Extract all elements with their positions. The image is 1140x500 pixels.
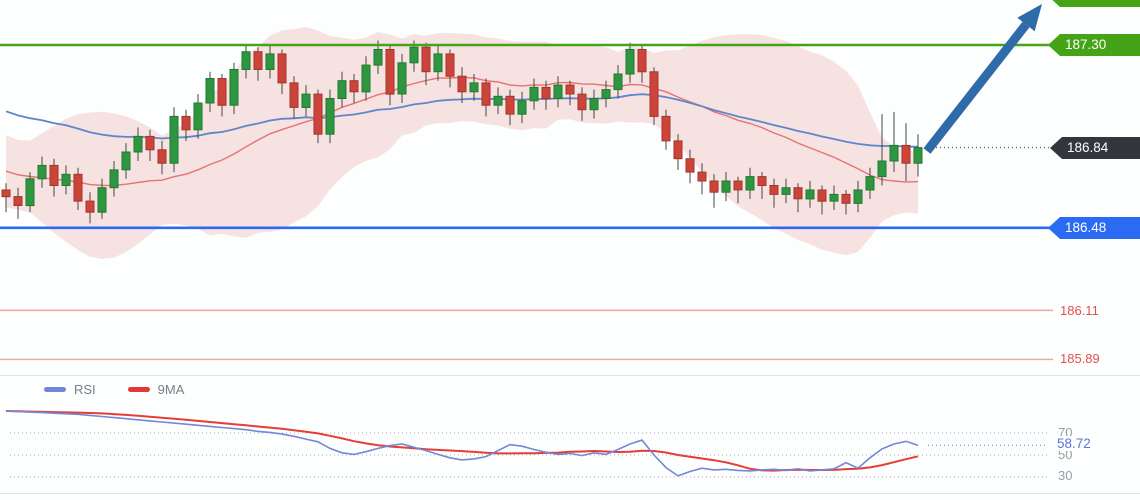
pivot-level-label-1: 186.11 bbox=[1060, 303, 1099, 318]
rsi-ma-swatch bbox=[127, 387, 150, 392]
pivot-level-label-2: 185.89 bbox=[1060, 351, 1100, 366]
bollinger-band bbox=[6, 27, 918, 259]
current-price-label: 186.84 bbox=[1050, 137, 1140, 159]
rsi-line-swatch bbox=[44, 387, 66, 392]
rsi-current-value-label: 58.72 bbox=[1054, 436, 1094, 451]
legend-item-rsi[interactable]: RSI bbox=[44, 382, 96, 397]
rsi-oversold-label: 30 bbox=[1058, 468, 1073, 483]
rsi-line[interactable] bbox=[5, 410, 919, 477]
rsi-legend-label: RSI bbox=[74, 382, 96, 397]
trend-arrow[interactable] bbox=[923, 4, 1042, 154]
support-price-label: 186.48 bbox=[1048, 217, 1140, 239]
legend-item-9ma[interactable]: 9MA bbox=[127, 382, 185, 397]
target-price-label-cutoff bbox=[1048, 0, 1140, 7]
candlesticks-layer[interactable] bbox=[1, 40, 923, 224]
rsi-ma-legend-label: 9MA bbox=[157, 382, 185, 397]
resistance-price-label: 187.30 bbox=[1048, 34, 1140, 56]
rsi-legend: RSI 9MA bbox=[44, 382, 184, 397]
